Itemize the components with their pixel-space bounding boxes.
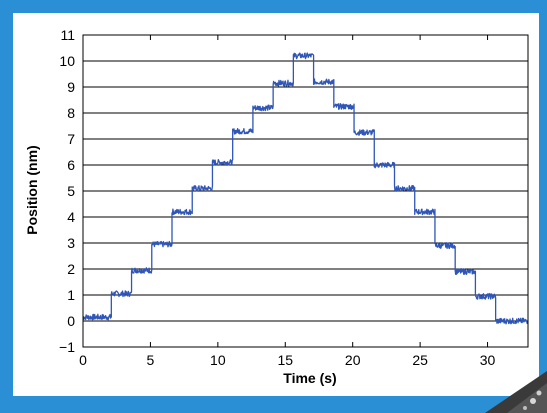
- trace-layer: [82, 52, 529, 325]
- y-tick-label: 10: [59, 53, 75, 69]
- y-tick-label: 9: [67, 79, 75, 95]
- x-tick-label: 20: [345, 352, 361, 368]
- y-tick-label: 11: [60, 27, 75, 43]
- x-axis-title: Time (s): [283, 370, 336, 386]
- position-trace: [82, 52, 529, 325]
- x-tick-label: 15: [277, 352, 293, 368]
- chart-panel: 0 5 10 15 20 25 30 −1 0 1 2 3 4 5 6 7 8 9 10 11 Time (s) P…: [13, 13, 539, 396]
- y-tick-label: 4: [67, 209, 75, 225]
- y-tick-label: 7: [67, 131, 75, 147]
- y-tick-label: 6: [67, 157, 75, 173]
- y-tick-label: 1: [67, 287, 75, 303]
- corner-photo: [485, 371, 547, 413]
- y-tick-label: 2: [67, 261, 75, 277]
- x-tick-labels: 0 5 10 15 20 25 30: [79, 352, 495, 368]
- y-axis-title: Position (nm): [24, 145, 40, 234]
- axis-ticks: [82, 34, 489, 348]
- y-tick-label: 3: [67, 235, 75, 251]
- x-tick-label: 0: [79, 352, 87, 368]
- y-tick-label: 5: [67, 183, 75, 199]
- x-tick-label: 25: [412, 352, 428, 368]
- x-tick-label: 5: [147, 352, 155, 368]
- y-tick-label: −1: [59, 339, 75, 355]
- y-tick-label: 0: [67, 313, 75, 329]
- y-tick-label: 8: [67, 105, 75, 121]
- horizontal-gridlines: [83, 34, 528, 348]
- x-tick-label: 30: [480, 352, 496, 368]
- x-tick-label: 10: [210, 352, 226, 368]
- y-tick-labels: −1 0 1 2 3 4 5 6 7 8 9 10 11: [59, 27, 75, 355]
